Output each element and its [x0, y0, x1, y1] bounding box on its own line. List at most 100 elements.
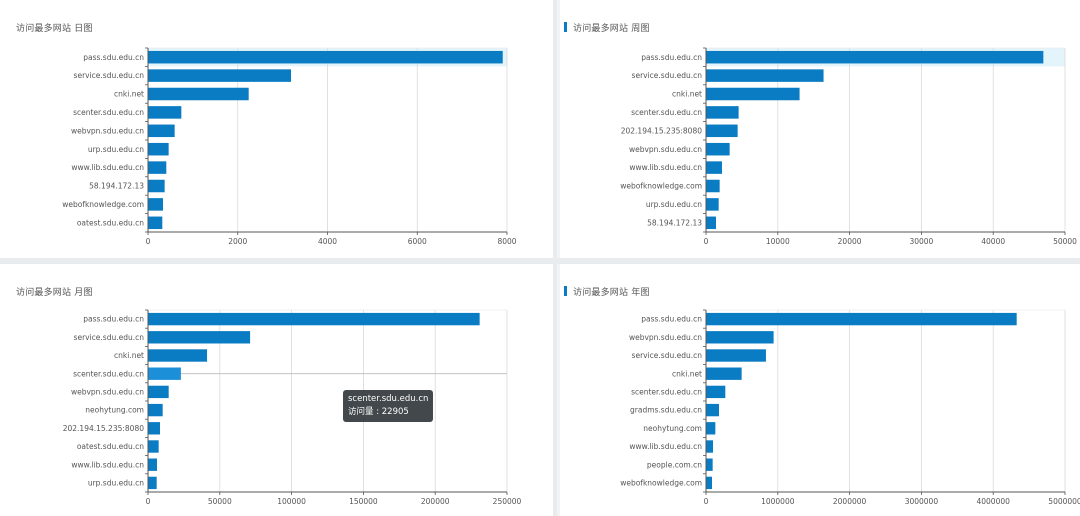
- bar: [148, 440, 159, 453]
- bar-chart-monthly[interactable]: 0 50000 100000 150000 200000 250000 pass.sdu.e…: [0, 264, 553, 516]
- bar: [148, 106, 182, 119]
- bar: [706, 403, 719, 417]
- bar: [706, 161, 722, 174]
- category-label: pass.sdu.edu.cn: [83, 315, 144, 324]
- bar: [706, 69, 824, 82]
- x-tick-label: 5000000: [1048, 497, 1080, 506]
- category-label: 202.194.15.235:8080: [63, 424, 144, 433]
- x-tick-label: 8000: [497, 237, 516, 246]
- category-label: www.lib.sdu.edu.cn: [629, 163, 702, 172]
- x-tick-label: 6000: [408, 237, 427, 246]
- category-label: urp.sdu.edu.cn: [646, 200, 702, 209]
- bar: [148, 367, 181, 380]
- bar: [148, 385, 169, 399]
- x-tick-label: 3000000: [905, 497, 939, 506]
- bar: [148, 161, 167, 174]
- x-tick-label: 40000: [981, 237, 1005, 246]
- bar: [706, 124, 738, 138]
- category-label: people.com.cn: [647, 460, 702, 469]
- category-label: webofknowledge.com: [620, 182, 702, 191]
- category-label: cnki.net: [672, 90, 702, 99]
- category-label: service.sdu.edu.cn: [74, 333, 145, 342]
- bar: [148, 50, 503, 64]
- category-label: pass.sdu.edu.cn: [641, 53, 702, 62]
- x-tick-label: 4000000: [976, 497, 1010, 506]
- panel-title: 访问最多网站 年图: [564, 285, 650, 298]
- category-label: scenter.sdu.edu.cn: [73, 108, 144, 117]
- category-label: oatest.sdu.edu.cn: [77, 442, 144, 451]
- category-label: webofknowledge.com: [620, 479, 702, 488]
- bar: [148, 179, 165, 193]
- bar: [706, 385, 726, 399]
- category-label: service.sdu.edu.cn: [632, 71, 703, 80]
- panel-weekly: 访问最多网站 周图 0 10000 20000 30000 40000 50000 pass…: [557, 0, 1080, 258]
- category-label: webvpn.sdu.edu.cn: [629, 145, 702, 154]
- bar: [706, 458, 713, 471]
- bar: [148, 124, 175, 138]
- bar: [706, 476, 712, 490]
- bar: [706, 422, 716, 435]
- category-label: www.lib.sdu.edu.cn: [629, 442, 702, 451]
- x-tick-label: 150000: [349, 497, 378, 506]
- x-tick-label: 0: [704, 237, 709, 246]
- title-accent-bar: [564, 286, 567, 296]
- bar: [706, 142, 730, 156]
- category-label: service.sdu.edu.cn: [74, 71, 145, 80]
- x-tick-label: 100000: [277, 497, 306, 506]
- bar: [706, 312, 1017, 326]
- category-label: pass.sdu.edu.cn: [83, 53, 144, 62]
- category-label: 58.194.172.13: [647, 218, 702, 227]
- panel-title: 访问最多网站 日图: [16, 21, 93, 34]
- bar: [706, 367, 742, 380]
- bar-chart-weekly[interactable]: 0 10000 20000 30000 40000 50000 pass.sdu.edu.c…: [560, 0, 1080, 258]
- bar: [706, 106, 739, 119]
- category-label: neohytung.com: [643, 424, 702, 433]
- category-label: cnki.net: [672, 369, 702, 378]
- bar: [706, 50, 1044, 64]
- bar: [148, 216, 163, 230]
- tooltip-visits: 访问量 : 22905: [348, 407, 409, 417]
- bar: [706, 349, 766, 362]
- category-label: scenter.sdu.edu.cn: [73, 369, 144, 378]
- category-label: webofknowledge.com: [62, 200, 144, 209]
- category-label: pass.sdu.edu.cn: [641, 315, 702, 324]
- bar: [706, 179, 720, 193]
- category-label: cnki.net: [114, 351, 144, 360]
- bar: [148, 476, 157, 490]
- bar: [148, 458, 158, 471]
- bar: [706, 331, 774, 344]
- panel-monthly: 访问最多网站 月图 0 50000 100000 150000 200000 250000…: [0, 264, 553, 516]
- x-tick-label: 20000: [838, 237, 862, 246]
- x-tick-label: 200000: [421, 497, 450, 506]
- category-label: neohytung.com: [85, 406, 144, 415]
- category-label: scenter.sdu.edu.cn: [631, 108, 702, 117]
- category-label: webvpn.sdu.edu.cn: [71, 126, 144, 135]
- bar-chart-yearly[interactable]: 0 1000000 2000000 3000000 4000000 5000000 pass…: [560, 264, 1080, 516]
- bar: [148, 331, 251, 344]
- bar: [148, 312, 480, 326]
- x-tick-label: 30000: [909, 237, 933, 246]
- bar: [148, 403, 163, 417]
- x-tick-label: 2000: [228, 237, 247, 246]
- x-tick-label: 50000: [208, 497, 232, 506]
- panel-title-text: 访问最多网站 年图: [573, 288, 650, 298]
- x-tick-label: 50000: [1053, 237, 1077, 246]
- bar-chart-daily[interactable]: 0 2000 4000 6000 8000 pass.sdu.edu.cn service.…: [0, 0, 553, 258]
- x-tick-label: 0: [146, 497, 151, 506]
- bar: [148, 198, 163, 211]
- category-label: cnki.net: [114, 90, 144, 99]
- category-label: urp.sdu.edu.cn: [88, 479, 144, 488]
- panel-title-text: 访问最多网站 日图: [16, 24, 93, 34]
- title-accent-bar: [564, 22, 567, 32]
- bar: [706, 440, 713, 453]
- category-label: webvpn.sdu.edu.cn: [629, 333, 702, 342]
- bar: [706, 198, 719, 211]
- x-tick-label: 4000: [318, 237, 337, 246]
- panel-title: 访问最多网站 周图: [564, 21, 650, 34]
- category-label: urp.sdu.edu.cn: [88, 145, 144, 154]
- panel-title: 访问最多网站 月图: [16, 285, 93, 298]
- category-label: www.lib.sdu.edu.cn: [71, 163, 144, 172]
- x-tick-label: 250000: [493, 497, 522, 506]
- bar: [706, 87, 800, 101]
- panel-daily: 访问最多网站 日图 0 2000 4000 6000 8000 pass.sdu.edu.…: [0, 0, 553, 258]
